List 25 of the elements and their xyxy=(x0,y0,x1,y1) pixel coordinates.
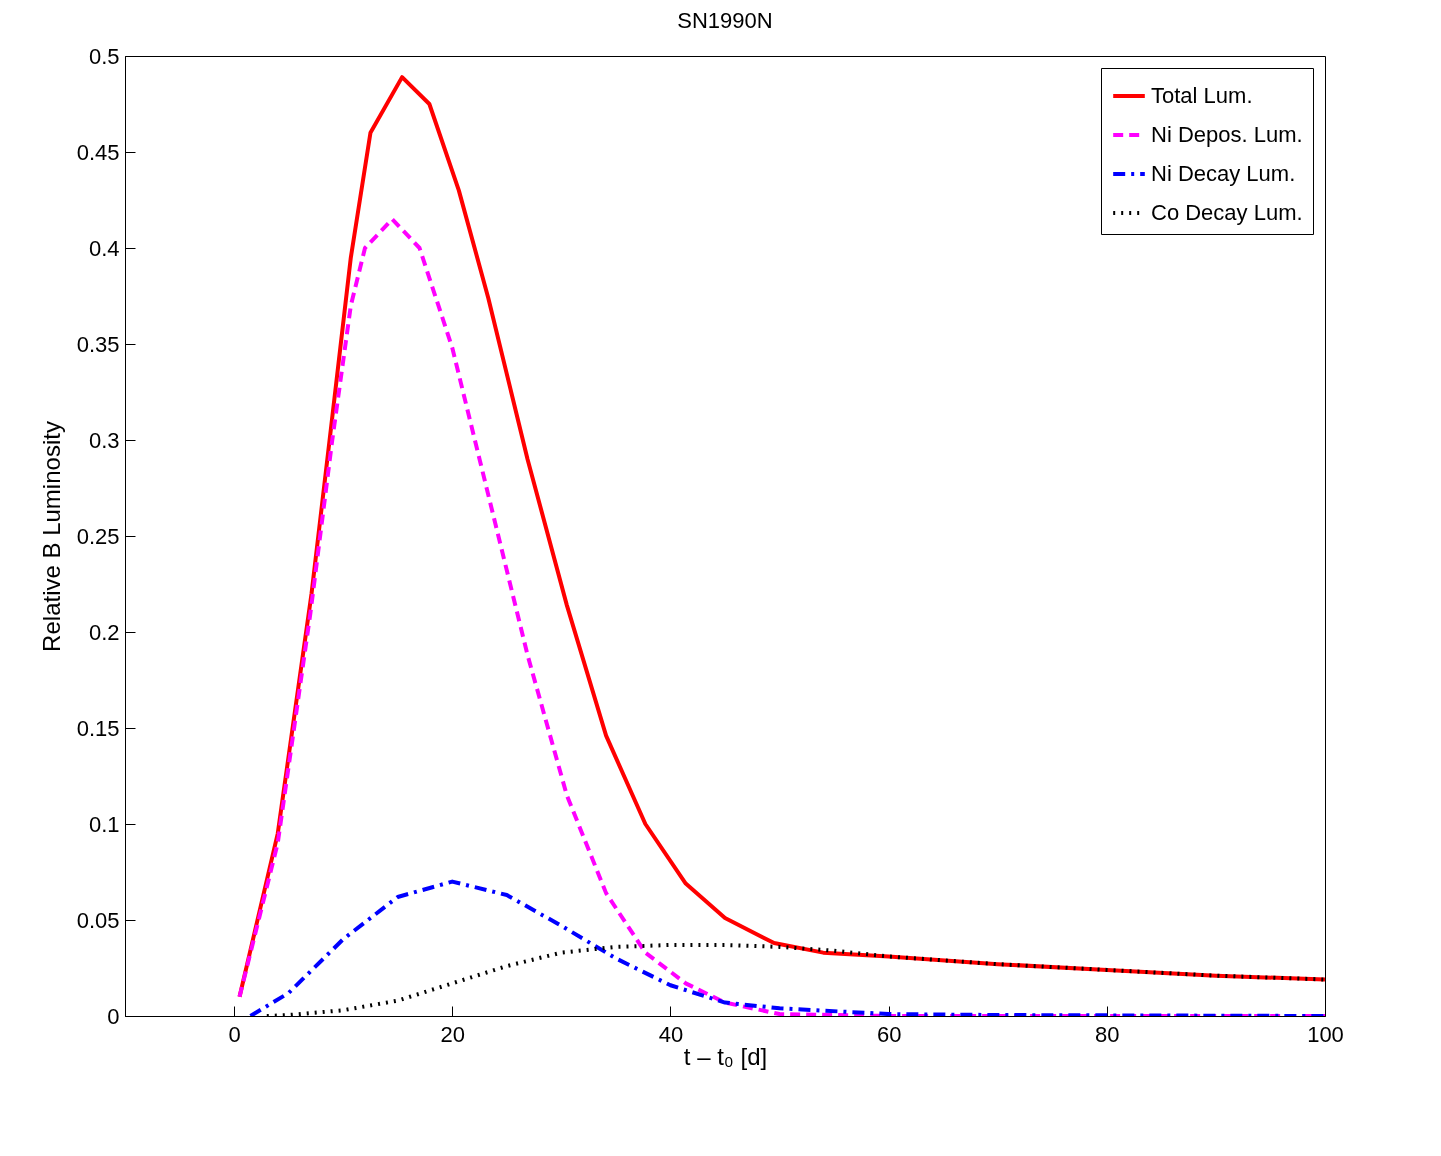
y-tick-label: 0.15 xyxy=(76,715,120,741)
x-tick-label: 40 xyxy=(658,1021,684,1047)
y-tick-label: 0.35 xyxy=(76,331,120,357)
y-tick-label: 0.25 xyxy=(76,523,120,549)
chart-title: SN1990N xyxy=(677,8,773,33)
y-tick-label: 0.2 xyxy=(88,619,120,645)
y-axis-title: Relative B Luminosity xyxy=(37,421,65,652)
y-tick-label: 0.3 xyxy=(88,427,120,453)
x-tick-label: 80 xyxy=(1095,1021,1120,1047)
x-tick-label: 60 xyxy=(876,1021,902,1047)
legend-label: Co Decay Lum. xyxy=(1151,200,1303,225)
legend-label: Ni Decay Lum. xyxy=(1151,161,1296,186)
y-tick-label: 0.45 xyxy=(76,139,120,165)
x-axis-title: t – t₀ [d] xyxy=(683,1042,768,1070)
y-tick-label: 0 xyxy=(107,1003,120,1029)
y-tick-label: 0.05 xyxy=(76,907,120,933)
y-tick-label: 0.1 xyxy=(88,811,120,837)
y-tick-label: 0.4 xyxy=(88,235,120,261)
legend-label: Ni Depos. Lum. xyxy=(1151,122,1303,147)
x-tick-label: 0 xyxy=(228,1021,241,1047)
y-tick-label: 0.5 xyxy=(88,43,120,69)
x-tick-label: 20 xyxy=(440,1021,466,1047)
legend-label: Total Lum. xyxy=(1151,83,1253,108)
line-series xyxy=(248,879,1325,1016)
x-tick-label: 100 xyxy=(1307,1021,1344,1047)
